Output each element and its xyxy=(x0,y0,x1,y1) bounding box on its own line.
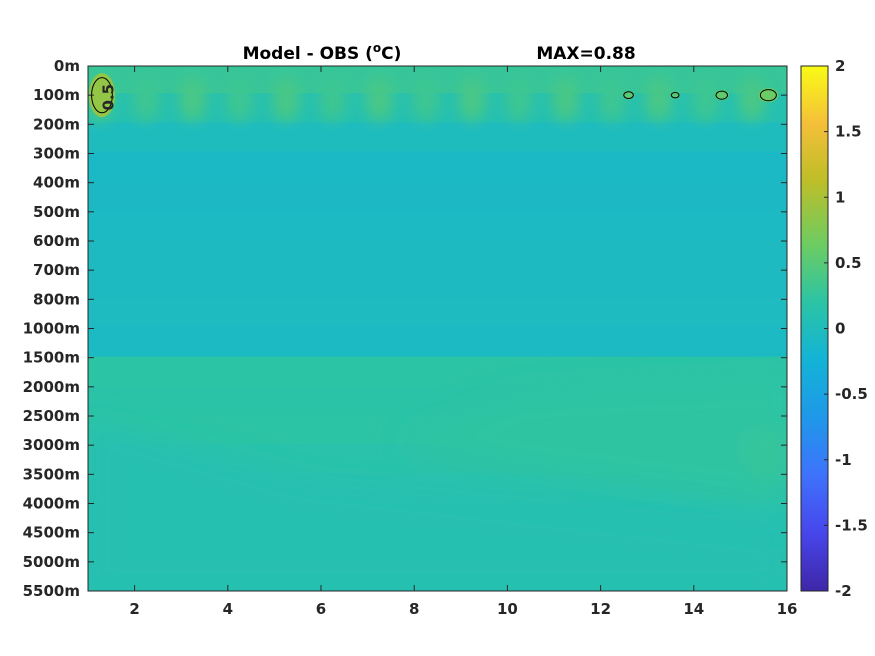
warm-spot xyxy=(670,91,680,99)
surface-warm-cell xyxy=(411,77,440,122)
colorbar-tick-label: 1 xyxy=(835,188,845,206)
colorbar-tick-label: -1 xyxy=(835,451,852,469)
colorbar-tick-label: -0.5 xyxy=(835,385,868,403)
contour-line xyxy=(715,90,729,100)
x-axis: 2 4 6 8 10 12 14 16 xyxy=(129,66,797,618)
x-tick-label: 4 xyxy=(223,600,233,618)
surface-warm-cell xyxy=(691,77,720,122)
y-tick-label: 600m xyxy=(33,232,80,250)
y-tick-label: 100m xyxy=(33,86,80,104)
surface-warm-cell xyxy=(505,77,534,122)
y-tick-label: 2500m xyxy=(23,407,80,425)
contour-label: 0.5 xyxy=(99,84,117,111)
y-tick-label: 200m xyxy=(33,115,80,133)
heatmap-layer xyxy=(88,151,787,185)
x-tick-label: 6 xyxy=(316,600,326,618)
y-tick-label: 1000m xyxy=(23,320,80,338)
colorbar-tick-label: -1.5 xyxy=(835,516,868,534)
y-tick-label: 2000m xyxy=(23,378,80,396)
warm-spot xyxy=(88,73,115,118)
x-tick-label: 12 xyxy=(590,600,611,618)
colorbar-tick-label: 2 xyxy=(835,57,845,75)
warm-spot xyxy=(758,88,779,103)
colorbar-tick-label: 0 xyxy=(835,320,845,338)
heatmap-cool-wedge xyxy=(88,420,787,591)
contour-line xyxy=(623,91,634,100)
heatmap-layer xyxy=(88,209,787,243)
y-tick-label: 3500m xyxy=(23,465,80,483)
x-tick-label: 10 xyxy=(497,600,518,618)
heatmap-layer xyxy=(88,356,787,388)
contour-line xyxy=(670,91,680,99)
contour-line xyxy=(759,89,777,102)
surface-warm-cell xyxy=(598,77,627,122)
chart-title: Model - OBS (oC) xyxy=(243,41,402,64)
y-tick-label: 5500m xyxy=(23,582,80,600)
surface-warm-cell xyxy=(178,77,207,122)
surface-warm-cell xyxy=(644,77,673,122)
colorbar-tick-label: -2 xyxy=(835,582,852,600)
x-tick-label: 16 xyxy=(777,600,798,618)
y-tick-label: 4500m xyxy=(23,524,80,542)
warm-spot xyxy=(714,90,729,101)
heatmap-warm-tongue xyxy=(398,378,787,505)
heatmap-layer xyxy=(88,326,787,360)
heatmap-layer xyxy=(88,297,787,331)
colorbar-tick-label: 1.5 xyxy=(835,123,862,141)
surface-warm-cell xyxy=(458,77,487,122)
y-tick-label: 400m xyxy=(33,174,80,192)
colorbar: 2 1.5 1 0.5 0 -0.5 -1 -1.5 -2 xyxy=(800,57,868,600)
y-tick-label: 300m xyxy=(33,145,80,163)
colorbar-tick-label: 0.5 xyxy=(835,254,862,272)
heatmap-layer xyxy=(88,239,787,273)
heatmap-layer xyxy=(88,180,787,214)
max-label: MAX=0.88 xyxy=(536,44,635,64)
y-tick-label: 500m xyxy=(33,203,80,221)
surface-warm-cell xyxy=(551,77,580,122)
heatmap-layer xyxy=(88,122,787,156)
x-tick-label: 2 xyxy=(129,600,139,618)
surface-warm-cell xyxy=(738,77,767,122)
heatmap-layer xyxy=(88,268,787,302)
x-tick-label: 8 xyxy=(409,600,419,618)
y-tick-label: 0m xyxy=(54,57,80,75)
y-tick-label: 3000m xyxy=(23,436,80,454)
surface-warm-cell xyxy=(272,77,301,122)
y-tick-label: 4000m xyxy=(23,495,80,513)
surface-warm-cell xyxy=(318,77,347,122)
y-tick-label: 700m xyxy=(33,261,80,279)
y-tick-label: 800m xyxy=(33,290,80,308)
y-axis: 0m 100m 200m 300m 400m 500m 600m 700m 800m 1000m 1… xyxy=(23,57,787,600)
plot-area: 0.5 xyxy=(87,65,788,592)
surface-warm-cell xyxy=(365,77,394,122)
surface-warm-cell xyxy=(225,77,254,122)
x-tick-label: 14 xyxy=(683,600,704,618)
warm-spot xyxy=(622,90,635,100)
heatmap-warm-patch xyxy=(740,436,787,478)
y-tick-label: 1500m xyxy=(23,349,80,367)
colorbar-gradient xyxy=(801,66,828,591)
y-tick-label: 5000m xyxy=(23,553,80,571)
surface-warm-cell xyxy=(132,77,161,122)
